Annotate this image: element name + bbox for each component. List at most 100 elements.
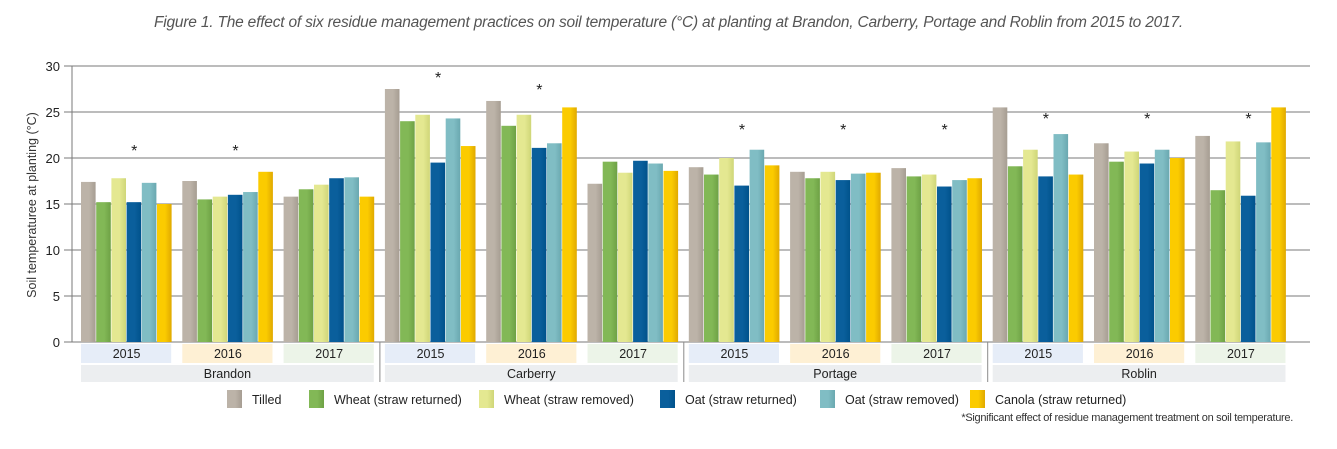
bar	[937, 186, 952, 342]
bar	[1154, 149, 1170, 342]
year-band	[1094, 344, 1185, 363]
bar	[415, 114, 430, 342]
legend-label: Canola (straw returned)	[995, 393, 1126, 407]
bar	[501, 125, 516, 342]
bar	[866, 172, 881, 342]
bar	[967, 178, 982, 342]
bar	[1170, 158, 1185, 342]
bar	[992, 107, 1008, 343]
bar	[516, 114, 532, 342]
bar	[1109, 161, 1124, 342]
bar	[1256, 142, 1271, 342]
bar	[820, 171, 836, 342]
year-label: 2017	[619, 347, 647, 361]
bar	[243, 192, 258, 342]
bar	[1068, 174, 1084, 342]
bar	[430, 162, 446, 342]
significance-star: *	[435, 70, 441, 87]
location-label: Carberry	[507, 367, 556, 381]
bar	[1210, 190, 1226, 342]
bar	[749, 149, 765, 342]
year-band	[587, 344, 678, 363]
bar	[157, 204, 172, 342]
location-label: Brandon	[204, 367, 251, 381]
year-band	[81, 344, 172, 363]
legend-label: Tilled	[252, 393, 281, 407]
bar	[384, 89, 400, 342]
y-tick-label: 20	[46, 151, 60, 166]
bar	[486, 100, 501, 343]
significance-star: *	[131, 143, 137, 160]
bar	[141, 182, 157, 342]
bar	[283, 196, 299, 342]
bar	[258, 171, 273, 342]
bar	[805, 178, 820, 342]
location-label: Roblin	[1121, 367, 1156, 381]
bar	[460, 146, 476, 342]
bar	[790, 171, 805, 342]
significance-star: *	[1245, 111, 1251, 128]
bar	[906, 176, 922, 342]
bar	[111, 178, 126, 342]
location-label: Portage	[813, 367, 857, 381]
legend-swatch	[309, 390, 324, 408]
bar	[547, 143, 562, 342]
bar	[1139, 163, 1155, 342]
bar	[197, 199, 213, 342]
bars	[81, 89, 1286, 343]
bar	[764, 165, 780, 342]
year-label: 2017	[315, 347, 343, 361]
legend-label: Wheat (straw removed)	[504, 393, 634, 407]
bar	[688, 167, 704, 342]
bar	[704, 174, 719, 342]
year-label: 2017	[1227, 347, 1255, 361]
footnote: *Significant effect of residue managemen…	[961, 412, 1293, 424]
y-tick-label: 0	[53, 335, 60, 350]
bar	[1038, 176, 1053, 342]
bar	[850, 173, 866, 342]
year-label: 2015	[417, 347, 445, 361]
bar	[212, 196, 228, 342]
year-label: 2016	[822, 347, 850, 361]
bar	[126, 202, 142, 342]
y-tick-label: 5	[53, 289, 60, 304]
bar	[891, 168, 906, 342]
bar	[400, 121, 415, 342]
bar	[602, 161, 618, 342]
bar	[1053, 134, 1069, 342]
year-band	[891, 344, 982, 363]
x-axis-categories: 2015 2016 2017 2015 2016 2017 2015 2016 2017 2015…	[81, 342, 1286, 382]
year-label: 2015	[720, 347, 748, 361]
bar	[445, 118, 461, 342]
legend-swatch	[820, 390, 835, 408]
y-axis-label: Soil temperaturee at planting (°C)	[25, 112, 39, 298]
significance-star: *	[1043, 111, 1049, 128]
chart-title: Figure 1. The effect of six residue mana…	[153, 14, 1183, 31]
significance-markers: * * * * * * * * * *	[131, 70, 1252, 160]
location-band	[992, 365, 1286, 382]
y-tick-label: 25	[46, 105, 60, 120]
bar	[1225, 141, 1241, 342]
bar	[921, 174, 937, 342]
location-band	[384, 365, 678, 382]
bar	[182, 181, 197, 342]
bar	[1240, 195, 1256, 342]
legend-label: Oat (straw returned)	[685, 393, 797, 407]
year-band	[182, 344, 273, 363]
legend-label: Oat (straw removed)	[845, 393, 959, 407]
bar	[1094, 143, 1109, 342]
bar	[359, 196, 375, 342]
year-band	[1195, 344, 1286, 363]
year-label: 2016	[214, 347, 242, 361]
year-band	[688, 344, 779, 363]
legend: Tilled Wheat (straw returned) Wheat (straw…	[227, 390, 1126, 408]
year-label: 2015	[1024, 347, 1052, 361]
bar	[81, 181, 96, 342]
year-band	[283, 344, 374, 363]
legend-swatch	[660, 390, 675, 408]
bar	[329, 178, 344, 342]
year-label: 2015	[113, 347, 141, 361]
year-label: 2016	[518, 347, 546, 361]
